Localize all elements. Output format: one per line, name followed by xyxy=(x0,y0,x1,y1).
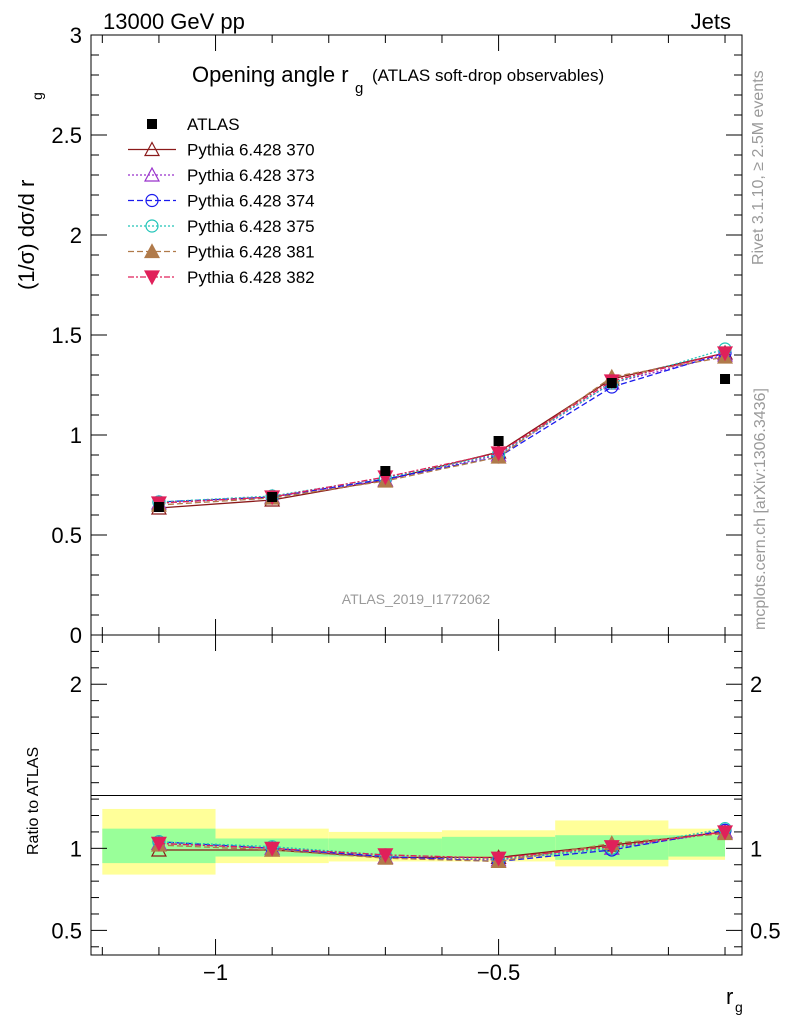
ratio-uncertainty-bands xyxy=(102,808,726,875)
x-tick-label: −1 xyxy=(203,960,228,985)
ratio-line-4 xyxy=(158,832,726,863)
y-axis-sublabel-group: g xyxy=(29,92,45,100)
series-line-5 xyxy=(158,352,726,504)
series-point-5 xyxy=(490,446,507,462)
analysis-watermark: ATLAS_2019_I1772062 xyxy=(342,591,491,607)
y-axis-label: (1/σ) dσ/d r xyxy=(14,180,39,290)
legend-atlas-marker xyxy=(147,119,157,129)
legend-marker-0 xyxy=(143,141,161,157)
series-line-2 xyxy=(158,352,726,503)
ratio-line-5 xyxy=(158,831,726,859)
legend-label-5: Pythia 6.428 382 xyxy=(187,268,315,287)
ratio-tick-label-right: 1 xyxy=(750,836,762,861)
ratio-line-2 xyxy=(158,829,726,863)
ratio-point-5 xyxy=(150,836,167,852)
atlas-point xyxy=(267,492,278,502)
ratio-band-inner xyxy=(328,838,442,857)
ratio-point-5 xyxy=(377,848,394,864)
legend-marker-2 xyxy=(145,193,159,208)
atlas-point xyxy=(380,466,391,476)
y-tick-label: 1.5 xyxy=(51,323,82,348)
chart-title-sub: g xyxy=(355,80,363,97)
mcplots-source-label: mcplots.cern.ch [arXiv:1306.3436] xyxy=(752,388,769,630)
y-axis-label-sub: g xyxy=(29,92,45,100)
legend-label-0: Pythia 6.428 370 xyxy=(187,141,315,160)
ratio-tick-label: 2 xyxy=(70,672,82,697)
rivet-version-label: Rivet 3.1.10, ≥ 2.5M events xyxy=(750,70,767,265)
rivet-label-group: Rivet 3.1.10, ≥ 2.5M events xyxy=(750,70,767,265)
legend-label-2: Pythia 6.428 374 xyxy=(187,192,315,211)
series-line-1 xyxy=(158,354,726,504)
legend-marker-4 xyxy=(143,243,161,259)
ratio-band-inner xyxy=(441,836,556,857)
legend-label-4: Pythia 6.428 381 xyxy=(187,243,315,262)
axis-ticks xyxy=(91,34,742,955)
y-tick-label: 2 xyxy=(70,223,82,248)
legend-label-1: Pythia 6.428 373 xyxy=(187,166,315,185)
y-axis-label-group: (1/σ) dσ/d r xyxy=(14,180,39,290)
atlas-point xyxy=(720,374,731,384)
atlas-point xyxy=(153,502,164,512)
x-tick-label: −0.5 xyxy=(477,960,520,985)
ratio-point-5 xyxy=(717,825,734,841)
ratio-tick-label: 0.5 xyxy=(51,918,82,943)
ratio-point-5 xyxy=(603,840,620,855)
legend-atlas-label: ATLAS xyxy=(187,115,240,134)
atlas-data-points xyxy=(153,374,731,512)
y-tick-label: 1 xyxy=(70,423,82,448)
legend-label-3: Pythia 6.428 375 xyxy=(187,217,315,236)
chart-title-main: Opening angle r xyxy=(192,62,349,87)
atlas-point xyxy=(606,378,617,388)
x-axis-label: r xyxy=(726,984,733,1009)
ratio-y-label-group: Ratio to ATLAS xyxy=(25,747,42,855)
mcplots-label-group: mcplots.cern.ch [arXiv:1306.3436] xyxy=(752,388,769,630)
ratio-series xyxy=(150,822,734,869)
legend: ATLAS Pythia 6.428 370 Pythia 6.428 373 Pyt… xyxy=(128,115,315,287)
legend-marker-1 xyxy=(143,166,161,182)
y-tick-label: 3 xyxy=(70,23,82,48)
ratio-y-axis-label: Ratio to ATLAS xyxy=(25,747,42,855)
x-axis-label-sub: g xyxy=(735,999,743,1015)
legend-marker-3 xyxy=(145,219,159,233)
atlas-point xyxy=(493,436,504,446)
y-tick-label: 2.5 xyxy=(51,123,82,148)
ratio-band-inner xyxy=(668,835,726,857)
series-line-4 xyxy=(158,356,726,506)
ratio-tick-label-right: 0.5 xyxy=(750,918,781,943)
y-tick-label: 0 xyxy=(70,623,82,648)
series-point-5 xyxy=(717,346,734,362)
chart-title: Opening angle r xyxy=(192,62,349,87)
chart-title-tail: (ATLAS soft-drop observables) xyxy=(372,66,604,85)
ratio-tick-label: 1 xyxy=(70,836,82,861)
header-energy: 13000 GeV pp xyxy=(103,9,245,34)
axis-tick-labels: −1 −0.5 0 0.5 1 1.5 2 2.5 3 0.5 0.5 1 1 2 2 xyxy=(51,23,780,985)
header-process: Jets xyxy=(691,9,731,34)
main-series xyxy=(150,342,734,515)
legend-marker-5 xyxy=(143,270,161,286)
ratio-point-5 xyxy=(264,841,281,857)
series-line-0 xyxy=(158,352,726,509)
series-line-3 xyxy=(158,348,726,503)
ratio-line-0 xyxy=(158,831,726,859)
y-tick-label: 0.5 xyxy=(51,523,82,548)
ratio-tick-label-right: 2 xyxy=(750,672,762,697)
ratio-point-5 xyxy=(490,851,507,867)
ratio-line-3 xyxy=(158,828,726,860)
